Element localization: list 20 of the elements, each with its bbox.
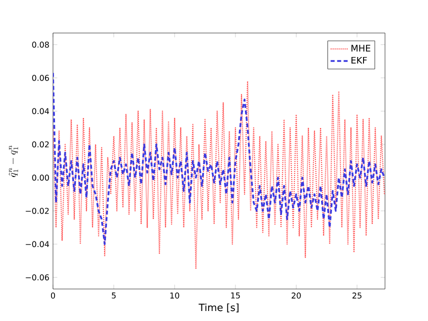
y-tick-label: −0.04 (26, 241, 50, 248)
legend-label: MHE (352, 44, 370, 52)
x-tick-label: 15 (231, 292, 240, 298)
x-tick-label: 5 (112, 292, 116, 298)
x-tick-label: 20 (292, 292, 301, 299)
line-series (53, 72, 385, 246)
y-tick-label: −0.02 (26, 208, 49, 214)
y-tick-label: 0.02 (32, 141, 49, 148)
y-tick-label: 0.06 (32, 74, 49, 81)
y-tick-label: −0.06 (26, 274, 49, 280)
x-tick-label: 0 (50, 292, 56, 299)
x-tick-label: 10 (170, 292, 180, 299)
x-axis-title: Time [s] (198, 303, 238, 312)
y-axis-title: $\hat{q}_1^n - q_1^n$ (8, 145, 18, 177)
line-series (53, 80, 385, 270)
x-tick-label: 25 (352, 292, 362, 299)
y-tick-label: 0.00 (32, 174, 49, 181)
y-tick-label: 0.08 (32, 42, 49, 48)
legend-label: EKF (352, 56, 367, 64)
y-tick-label: 0.04 (32, 108, 50, 114)
